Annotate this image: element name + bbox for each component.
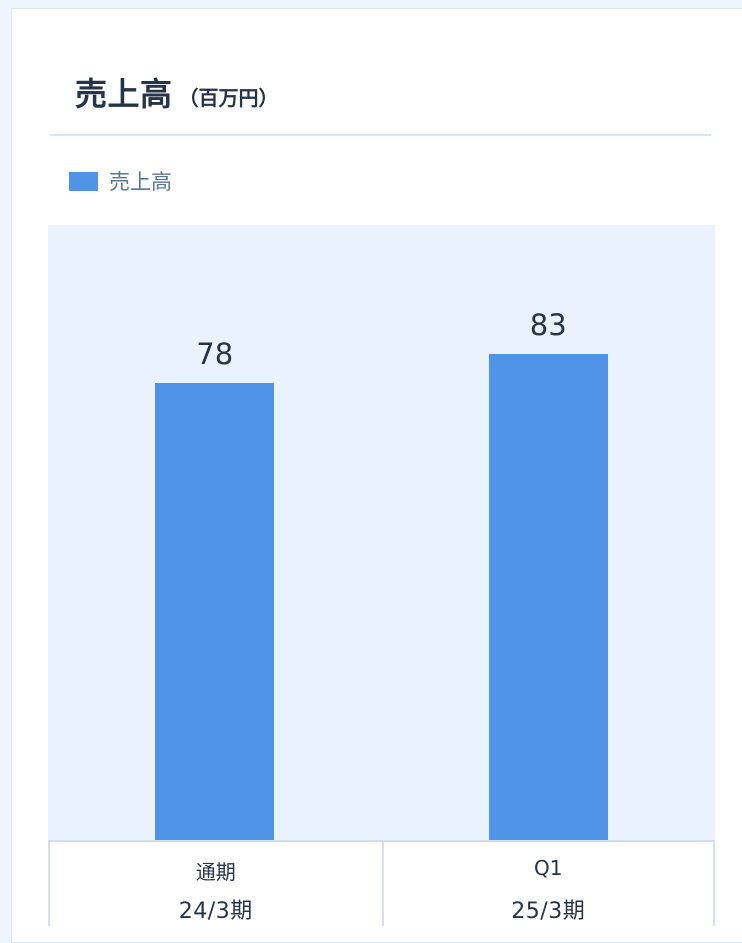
legend-swatch [69,171,98,191]
title-divider [50,134,711,136]
bar-1 [488,353,608,840]
chart-title-row: 売上高 （百万円） [75,69,279,115]
bar-value-label-0: 78 [196,336,234,371]
category-cell-1: Q1 25/3期 [381,842,715,926]
chart-title: 売上高 [75,75,173,113]
legend: 売上高 [69,166,172,196]
category-axis: 通期 24/3期 Q1 25/3期 [48,840,715,926]
bar-value-label-1: 83 [529,307,567,342]
chart-card: 売上高 （百万円） 売上高 78 83 通期 24/3期 Q1 25/3期 [11,8,742,943]
plot-area: 78 83 [48,225,715,840]
bar-0 [155,382,275,840]
category-label-period-1: 25/3期 [511,899,586,924]
category-label-primary-1: Q1 [534,856,563,880]
chart-unit: （百万円） [178,86,279,110]
category-label-primary-0: 通期 [195,860,236,884]
category-cell-0: 通期 24/3期 [48,842,382,926]
category-label-period-0: 24/3期 [178,899,253,924]
legend-label: 売上高 [109,170,172,194]
